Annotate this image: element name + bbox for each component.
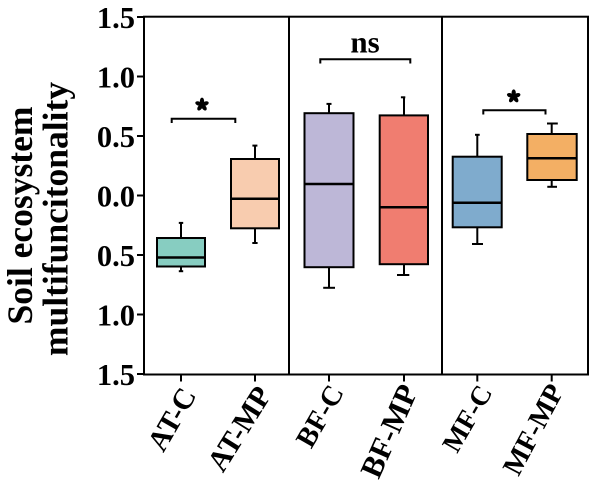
svg-text:1.5: 1.5 — [97, 358, 135, 392]
svg-text:0.0: 0.0 — [97, 180, 135, 214]
svg-text:0.5: 0.5 — [97, 239, 135, 273]
svg-text:1.0: 1.0 — [97, 61, 135, 95]
svg-text:Soil ecosystem: Soil ecosystem — [0, 107, 40, 325]
svg-text:ns: ns — [350, 25, 379, 60]
svg-text:1.0: 1.0 — [97, 299, 135, 333]
svg-text:multifuncitonality: multifuncitonality — [36, 82, 76, 356]
svg-text:0.5: 0.5 — [97, 120, 135, 154]
svg-text:1.5: 1.5 — [97, 1, 135, 35]
